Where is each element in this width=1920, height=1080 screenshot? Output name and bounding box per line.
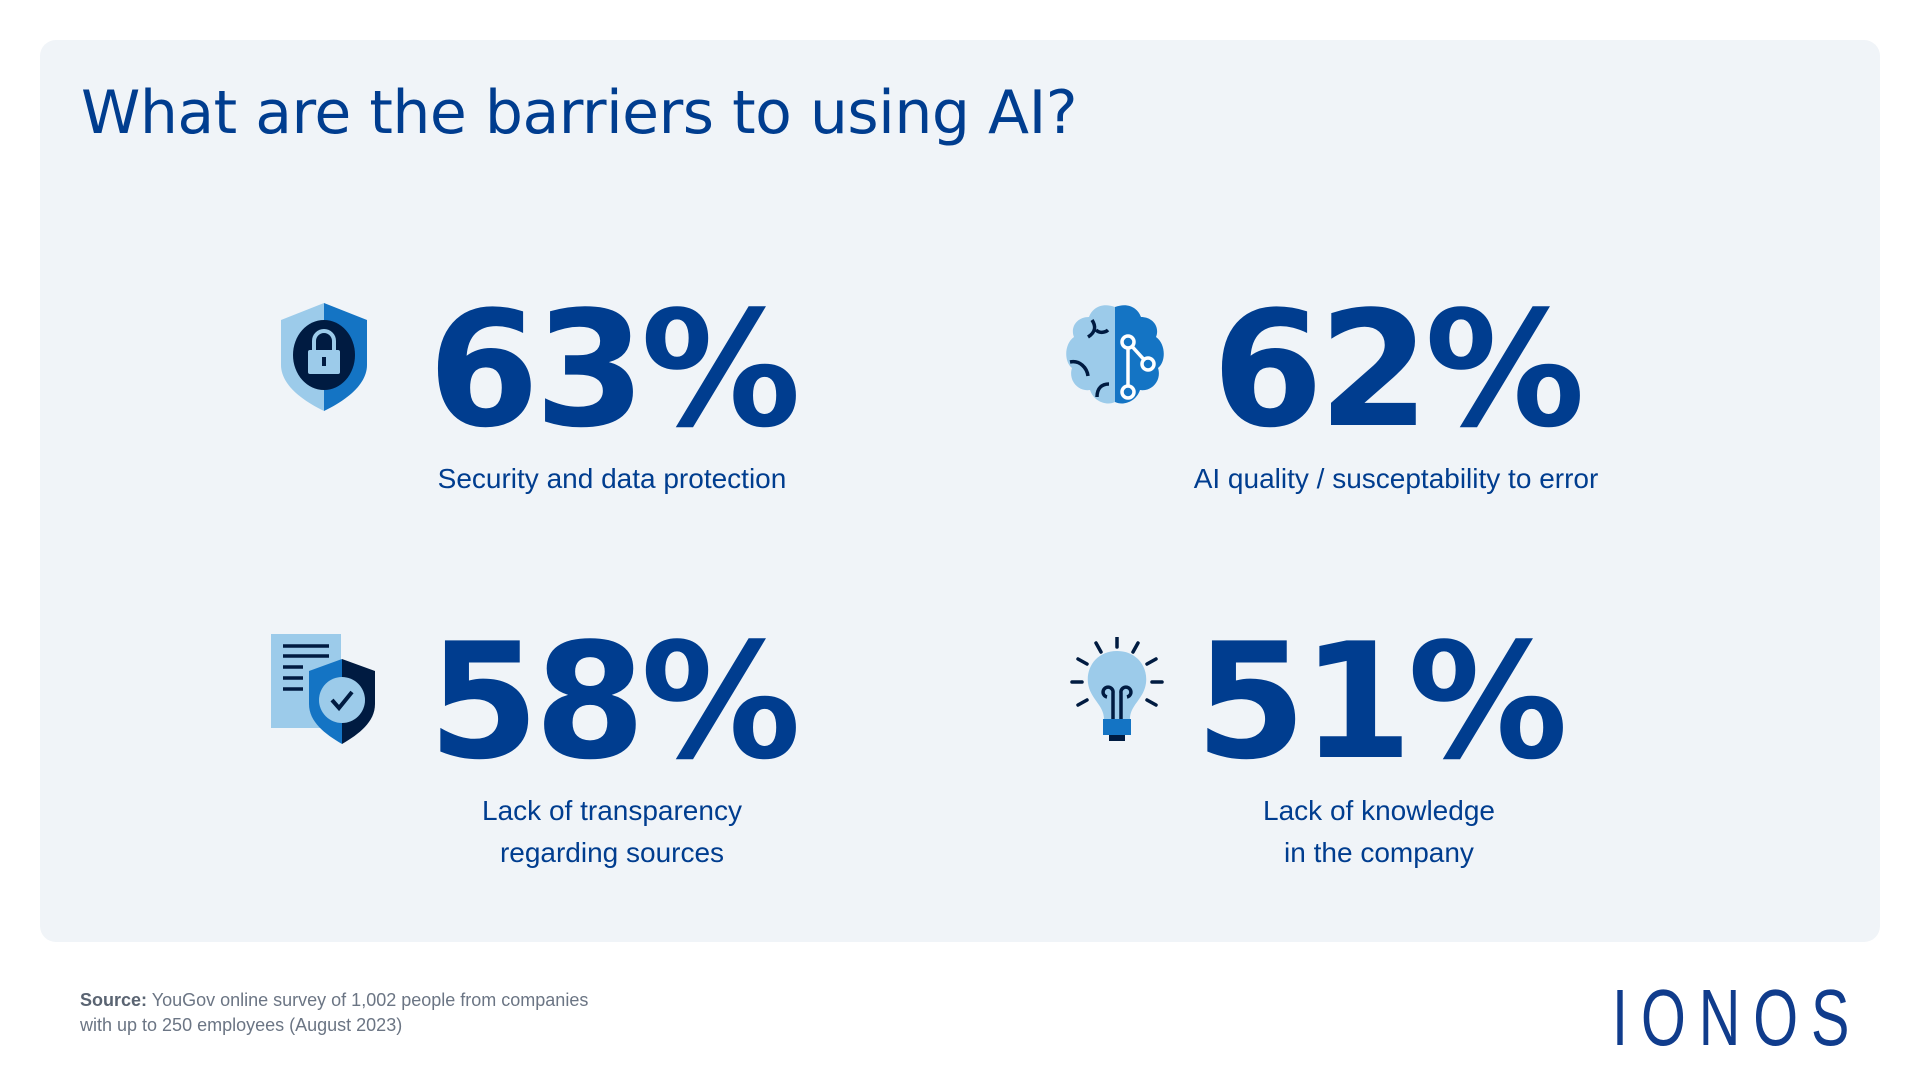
lightbulb-icon [1070, 637, 1164, 741]
stat-value: 63% [428, 276, 801, 463]
ionos-logo: IONOS [1612, 973, 1863, 1062]
stat-label: AI quality / susceptability to error [1193, 463, 1599, 494]
infographic-card [40, 40, 1880, 942]
source-note: Source: YouGov online survey of 1,002 pe… [80, 988, 588, 1038]
stat-value: 62% [1212, 276, 1585, 463]
stat-label-line: Lack of transparency [482, 795, 742, 826]
stat-transparency: 58% Lack of transparency regarding sourc… [352, 622, 872, 874]
shield-lock-icon [281, 303, 367, 411]
stat-label: Lack of transparency regarding sources [352, 790, 872, 874]
source-label: Source: [80, 990, 148, 1010]
stat-ai-quality: 62% AI quality / susceptability to error [1136, 290, 1656, 500]
stat-label-line: regarding sources [499, 837, 725, 868]
stat-label-line: Lack of knowledge [1263, 795, 1495, 826]
document-shield-check-icon [271, 634, 375, 744]
stat-label-line: in the company [1284, 837, 1474, 868]
stat-label: Security and data protection [437, 463, 787, 494]
source-line-2: with up to 250 employees (August 2023) [80, 1015, 403, 1035]
stat-value: 51% [1195, 608, 1568, 795]
stat-knowledge: 51% Lack of knowledge in the company [1119, 622, 1639, 874]
stat-value: 58% [428, 608, 801, 795]
page-title: What are the barriers to using AI? [81, 78, 1078, 148]
stat-label: Lack of knowledge in the company [1119, 790, 1639, 874]
source-line-1: YouGov online survey of 1,002 people fro… [151, 990, 589, 1010]
brain-circuit-icon [1066, 305, 1164, 404]
stat-security: 63% Security and data protection [352, 290, 872, 500]
